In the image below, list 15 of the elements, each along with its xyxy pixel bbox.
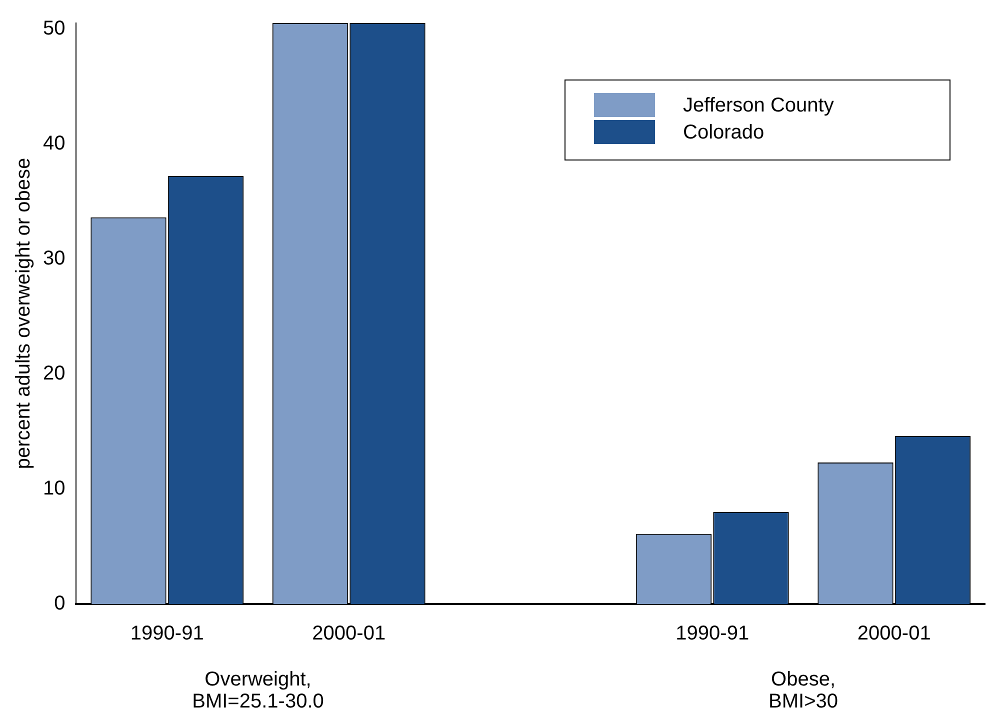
- y-tick-label: 0: [54, 592, 66, 615]
- legend-label: Colorado: [683, 122, 764, 144]
- y-tick-label: 30: [42, 247, 66, 270]
- x-tick-label: 1990-91: [676, 622, 750, 645]
- legend-label: Jefferson County: [683, 94, 834, 117]
- y-tick-label: 20: [42, 362, 66, 384]
- y-axis-title: percent adults overweight or obese: [12, 158, 35, 470]
- text: Overweight, BMI=25.1-30.0: [192, 668, 324, 713]
- text: Obese, BMI>30: [768, 668, 838, 713]
- x-tick-label: 1990-91: [130, 622, 204, 645]
- y-tick-label: 10: [42, 477, 66, 500]
- x-tick-label: 2000-01: [857, 622, 931, 645]
- y-tick-label: 50: [42, 17, 66, 40]
- x-tick-label: 2000-01: [312, 622, 386, 645]
- y-tick-label: 40: [42, 132, 66, 154]
